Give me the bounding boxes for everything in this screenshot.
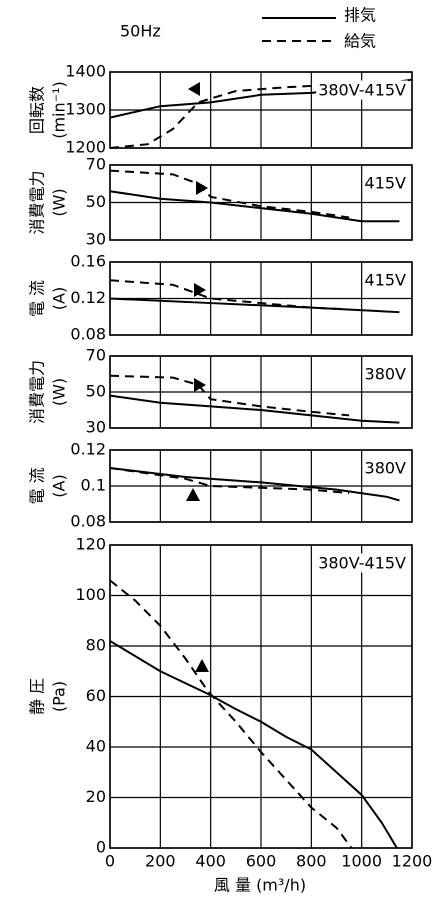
legend-label: 排気 [344, 6, 376, 25]
annotation: 380V [365, 459, 407, 478]
y-tick-label: 0.12 [70, 288, 106, 307]
y-axis-label: 静 圧 [28, 678, 47, 715]
y-tick-label: 80 [86, 636, 106, 655]
arrow-marker [195, 659, 209, 672]
y-axis-unit: (W) [50, 378, 69, 406]
y-tick-label: 0 [96, 838, 106, 857]
y-tick-label: 0.08 [70, 325, 106, 344]
y-tick-label: 30 [86, 230, 106, 249]
y-axis-unit: (Pa) [50, 681, 69, 712]
y-tick-label: 40 [86, 737, 106, 756]
y-tick-label: 70 [86, 155, 106, 174]
series-line [109, 297, 400, 314]
plot-frame [109, 544, 413, 849]
x-tick-label: 200 [145, 852, 176, 871]
x-tick-label: 600 [246, 852, 277, 871]
x-tick-label: 1000 [341, 852, 382, 871]
series-line [109, 82, 362, 149]
x-tick-label: 800 [296, 852, 327, 871]
y-tick-label: 1400 [65, 62, 106, 81]
y-axis-label: 電 流 [28, 467, 47, 504]
y-tick-label: 70 [86, 346, 106, 365]
y-tick-label: 0.08 [70, 512, 106, 531]
annotation-bg [362, 458, 409, 478]
plot-frame [109, 71, 413, 149]
legend-label: 給気 [344, 32, 376, 51]
arrow-marker [186, 488, 200, 501]
annotation-bg [362, 270, 409, 290]
annotation: 380V-415V [318, 81, 406, 100]
series-line [109, 169, 350, 219]
y-tick-label: 20 [86, 787, 106, 806]
annotation: 380V [365, 365, 407, 384]
arrow-marker [188, 82, 200, 96]
series-line [109, 640, 398, 849]
y-axis-label: 消費電力 [28, 170, 47, 234]
plot-frame [109, 355, 413, 429]
y-axis-unit: (A) [50, 474, 69, 497]
annotation: 415V [365, 271, 407, 290]
y-axis-unit: (A) [50, 287, 69, 310]
series-line [109, 190, 400, 223]
y-tick-label: 0.1 [81, 476, 106, 495]
y-tick-label: 0.16 [70, 252, 106, 271]
x-axis-label: 風 量 (m³/h) [214, 876, 306, 895]
y-tick-label: 1300 [65, 100, 106, 119]
annotation-bg [316, 553, 409, 573]
y-axis-label: 消費電力 [28, 360, 47, 424]
y-axis-label: 回転数 [28, 86, 47, 134]
y-tick-label: 50 [86, 382, 106, 401]
legend-title: 50Hz [120, 22, 161, 41]
series-line [109, 374, 350, 417]
y-axis-unit: (min⁻¹) [50, 81, 69, 139]
y-tick-label: 60 [86, 686, 106, 705]
y-axis-unit: (W) [50, 188, 69, 216]
annotation: 380V-415V [318, 554, 406, 573]
y-axis-label: 電 流 [28, 280, 47, 317]
annotation: 415V [365, 174, 407, 193]
y-tick-label: 1200 [65, 138, 106, 157]
y-tick-label: 100 [75, 585, 106, 604]
arrow-marker [196, 181, 208, 195]
arrow-marker [194, 378, 206, 392]
x-tick-label: 1200 [392, 852, 433, 871]
y-tick-label: 0.12 [70, 440, 106, 459]
arrow-marker [194, 283, 206, 297]
series-line [109, 467, 350, 495]
series-line [109, 467, 400, 502]
y-tick-label: 120 [75, 535, 106, 554]
x-tick-label: 0 [105, 852, 115, 871]
y-tick-label: 30 [86, 418, 106, 437]
series-line [109, 394, 400, 424]
plot-frame [109, 449, 413, 523]
annotation-bg [362, 364, 409, 384]
y-tick-label: 50 [86, 192, 106, 211]
annotation-bg [316, 80, 409, 100]
x-tick-label: 400 [195, 852, 226, 871]
series-line [109, 279, 350, 311]
plot-frame [109, 164, 413, 241]
series-line [109, 579, 353, 849]
annotation-bg [362, 173, 409, 193]
